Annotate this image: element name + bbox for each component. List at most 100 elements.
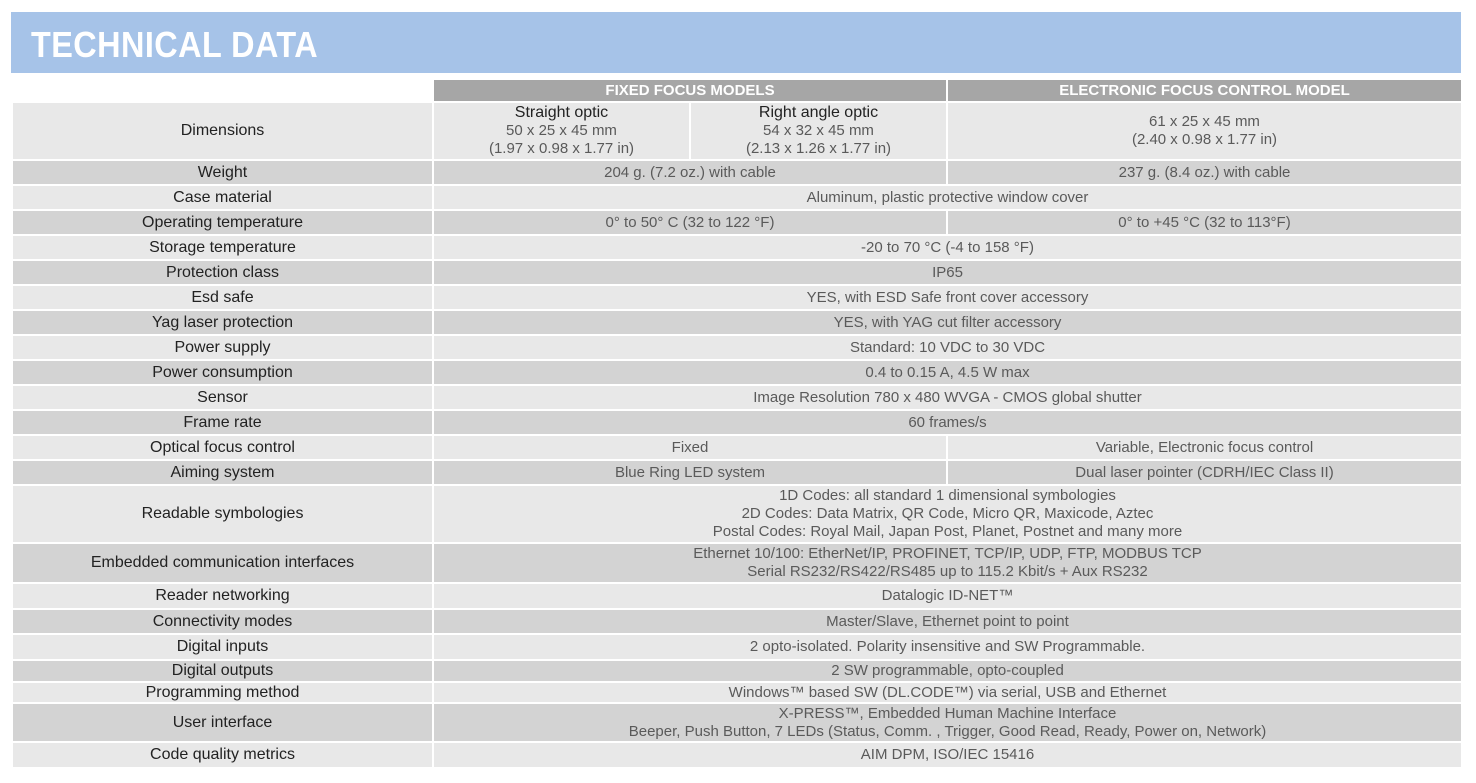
value-line: Blue Ring LED system (614, 463, 766, 481)
optic-type: Right angle optic (758, 104, 879, 121)
value-line: 0° to +45 °C (32 to 113°F) (1118, 213, 1291, 231)
spec-row: Digital outputs 2 SW programmable, opto-c… (11, 659, 1463, 683)
value-line: Ethernet 10/100: EtherNet/IP, PROFINET, … (693, 545, 1202, 562)
spec-label: Programming method (11, 681, 434, 704)
spec-value: Standard: 10 VDC to 30 VDC (432, 334, 1463, 361)
spec-row: Embedded communication interfaces Etherne… (11, 542, 1463, 584)
value-line: 2D Codes: Data Matrix, QR Code, Micro QR… (741, 505, 1154, 522)
spec-row: Dimensions Straight optic 50 x 25 x 45 mm(… (11, 101, 1463, 161)
value-line: 2 opto-isolated. Polarity insensitive an… (749, 638, 1146, 655)
value-line: AIM DPM, ISO/IEC 15416 (860, 746, 1035, 763)
spec-row: Reader networking Datalogic ID-NET™ (11, 582, 1463, 610)
spec-value: Blue Ring LED system (432, 459, 948, 486)
spec-value: YES, with YAG cut filter accessory (432, 309, 1463, 336)
spec-row: Connectivity modes Master/Slave, Ethernet… (11, 608, 1463, 635)
spec-row: Weight 204 g. (7.2 oz.) with cable 237 g. … (11, 159, 1463, 186)
spec-value: 61 x 25 x 45 mm (2.40 x 0.98 x 1.77 in) (946, 101, 1463, 161)
value-line: 50 x 25 x 45 mm (506, 122, 617, 139)
spec-row: Code quality metrics AIM DPM, ISO/IEC 154… (11, 741, 1463, 769)
spec-value: 60 frames/s (432, 409, 1463, 436)
value-line: (2.40 x 0.98 x 1.77 in) (1131, 131, 1278, 148)
optic-type: Straight optic (514, 104, 609, 121)
spec-value: 0° to 50° C (32 to 122 °F) (432, 209, 948, 236)
spec-value: Master/Slave, Ethernet point to point (432, 608, 1463, 635)
value-line: 237 g. (8.4 oz.) with cable (1118, 163, 1291, 181)
spec-row: Programming method Windows™ based SW (DL.… (11, 681, 1463, 704)
value-line: Dual laser pointer (CDRH/IEC Class II) (1075, 463, 1334, 481)
spec-label: Weight (11, 159, 434, 186)
value-line: Fixed (671, 438, 709, 456)
spec-value: Fixed (432, 434, 948, 461)
spec-label: User interface (11, 702, 434, 743)
spec-label: Sensor (11, 384, 434, 411)
spec-value: 0° to +45 °C (32 to 113°F) (946, 209, 1463, 236)
spec-row: Power supply Standard: 10 VDC to 30 VDC (11, 334, 1463, 361)
spec-label: Power consumption (11, 359, 434, 386)
page-title: TECHNICAL DATA (31, 24, 319, 65)
spec-value: Windows™ based SW (DL.CODE™) via serial,… (432, 681, 1463, 704)
spec-value: Datalogic ID-NET™ (432, 582, 1463, 610)
value-line: Master/Slave, Ethernet point to point (826, 612, 1069, 630)
spec-label: Esd safe (11, 284, 434, 311)
value-line: Aluminum, plastic protective window cove… (806, 188, 1089, 206)
value-line: 204 g. (7.2 oz.) with cable (604, 163, 776, 181)
spec-value: 0.4 to 0.15 A, 4.5 W max (432, 359, 1463, 386)
header-electronic-focus: ELECTRONIC FOCUS CONTROL MODEL (946, 78, 1463, 103)
spec-label: Case material (11, 184, 434, 211)
spec-row: Storage temperature -20 to 70 °C (-4 to 1… (11, 234, 1463, 261)
value-line: YES, with ESD Safe front cover accessory (806, 288, 1089, 306)
value-line: Image Resolution 780 x 480 WVGA - CMOS g… (753, 388, 1142, 406)
value-line: Datalogic ID-NET™ (881, 587, 1014, 604)
title-banner: TECHNICAL DATA (11, 12, 1461, 73)
value-line: X-PRESS™, Embedded Human Machine Interfa… (778, 704, 1117, 722)
spec-row: Power consumption 0.4 to 0.15 A, 4.5 W ma… (11, 359, 1463, 386)
spec-value: Ethernet 10/100: EtherNet/IP, PROFINET, … (432, 542, 1463, 584)
spec-row: Sensor Image Resolution 780 x 480 WVGA - … (11, 384, 1463, 411)
value-line: Windows™ based SW (DL.CODE™) via serial,… (728, 683, 1167, 701)
spec-row: Protection class IP65 (11, 259, 1463, 286)
spec-value: YES, with ESD Safe front cover accessory (432, 284, 1463, 311)
spec-label: Aiming system (11, 459, 434, 486)
spec-row: Readable symbologies 1D Codes: all standa… (11, 484, 1463, 544)
value-line: IP65 (932, 263, 963, 281)
spec-label: Digital outputs (11, 659, 434, 683)
value-line: 0° to 50° C (32 to 122 °F) (605, 213, 775, 231)
value-line: 0.4 to 0.15 A, 4.5 W max (865, 363, 1030, 381)
spec-value: 204 g. (7.2 oz.) with cable (432, 159, 948, 186)
spec-label: Code quality metrics (11, 741, 434, 769)
spec-row: Operating temperature 0° to 50° C (32 to … (11, 209, 1463, 236)
spec-label: Power supply (11, 334, 434, 361)
spec-row: Aiming system Blue Ring LED system Dual la… (11, 459, 1463, 486)
header-row: FIXED FOCUS MODELS ELECTRONIC FOCUS CONT… (11, 78, 1463, 103)
spec-row: Frame rate 60 frames/s (11, 409, 1463, 436)
spec-value: 2 opto-isolated. Polarity insensitive an… (432, 633, 1463, 661)
spec-row: Yag laser protection YES, with YAG cut fi… (11, 309, 1463, 336)
spec-value: 2 SW programmable, opto-coupled (432, 659, 1463, 683)
spec-label: Yag laser protection (11, 309, 434, 336)
value-line: Serial RS232/RS422/RS485 up to 115.2 Kbi… (747, 563, 1148, 580)
value-line: 61 x 25 x 45 mm (1149, 113, 1260, 130)
spec-label: Readable symbologies (11, 484, 434, 544)
spec-value: Dual laser pointer (CDRH/IEC Class II) (946, 459, 1463, 486)
value-line: 1D Codes: all standard 1 dimensional sym… (779, 487, 1116, 504)
value-line: Standard: 10 VDC to 30 VDC (849, 338, 1046, 356)
spec-label: Embedded communication interfaces (11, 542, 434, 584)
spec-label: Connectivity modes (11, 608, 434, 635)
value-line: -20 to 70 °C (-4 to 158 °F) (861, 238, 1034, 256)
header-blank (11, 78, 434, 103)
value-line: Postal Codes: Royal Mail, Japan Post, Pl… (712, 523, 1183, 540)
spec-label: Optical focus control (11, 434, 434, 461)
value-line: (1.97 x 0.98 x 1.77 in) (488, 140, 635, 157)
value-line: 2 SW programmable, opto-coupled (831, 662, 1064, 679)
spec-row: Case material Aluminum, plastic protectiv… (11, 184, 1463, 211)
value-line: Variable, Electronic focus control (1095, 438, 1314, 456)
spec-label: Dimensions (11, 101, 434, 161)
value-line: YES, with YAG cut filter accessory (833, 313, 1062, 331)
spec-value: Image Resolution 780 x 480 WVGA - CMOS g… (432, 384, 1463, 411)
spec-label: Frame rate (11, 409, 434, 436)
value-line: 60 frames/s (908, 413, 987, 431)
spec-value: Right angle optic 54 x 32 x 45 mm (2.13 x … (689, 101, 948, 161)
value-line: Beeper, Push Button, 7 LEDs (Status, Com… (628, 722, 1267, 740)
value-line: 54 x 32 x 45 mm (763, 122, 874, 139)
spec-label: Operating temperature (11, 209, 434, 236)
